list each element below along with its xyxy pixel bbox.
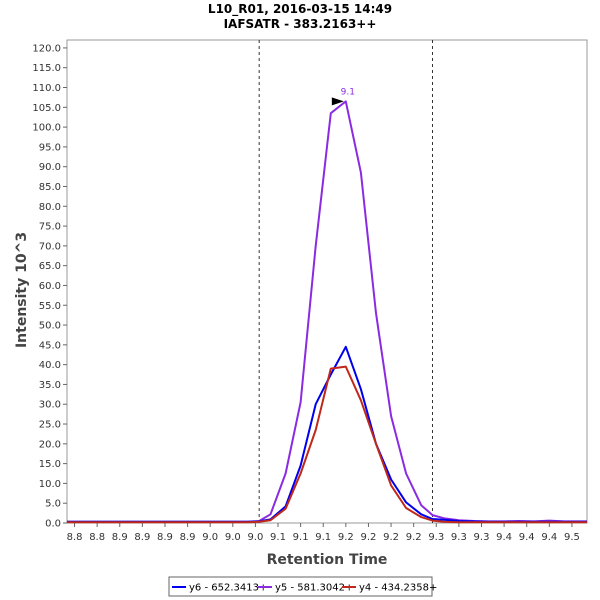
legend-label: y4 - 434.2358+: [359, 583, 437, 594]
peak-label: 9.1: [341, 87, 355, 97]
x-tick-label: 9.0: [225, 532, 241, 543]
y-tick-label: 85.0: [39, 182, 61, 193]
y-tick-label: 90.0: [39, 162, 61, 173]
x-tick-label: 8.8: [67, 532, 83, 543]
x-tick-label: 9.2: [406, 532, 422, 543]
y-tick-label: 65.0: [39, 261, 61, 272]
series-lines: [67, 100, 587, 524]
chart-title: L10_R01, 2016-03-15 14:49: [208, 2, 392, 17]
y-tick-label: 30.0: [39, 400, 61, 411]
plot-area: [66, 39, 588, 524]
x-tick-label: 9.2: [338, 532, 354, 543]
series-line-y4: [67, 365, 587, 524]
y-axis: 0.0 5.0 10.0 15.0 20.0 25.0 30.0 35.0 40.0 45.0 50…: [32, 43, 67, 530]
x-tick-label: 9.3: [474, 532, 490, 543]
y-tick-label: 75.0: [39, 222, 61, 233]
peak-annotation: 9.1: [331, 87, 355, 106]
y-tick-label: 25.0: [39, 420, 61, 431]
y-tick-label: 20.0: [39, 439, 61, 450]
y-tick-label: 100.0: [32, 123, 61, 134]
y-tick-label: 115.0: [32, 63, 61, 74]
x-tick-label: 9.4: [519, 532, 535, 543]
x-tick-label: 9.4: [496, 532, 512, 543]
legend-box: [168, 576, 433, 597]
y-tick-label: 50.0: [39, 321, 61, 332]
peak-marker-icon: [331, 97, 344, 106]
y-tick-label: 10.0: [39, 479, 61, 490]
peak-boundaries: [258, 40, 434, 523]
y-tick-label: 35.0: [39, 380, 61, 391]
x-tick-label: 8.9: [134, 532, 150, 543]
x-tick-label: 9.1: [315, 532, 331, 543]
y-tick-label: 0.0: [45, 519, 61, 530]
y-tick-label: 80.0: [39, 202, 61, 213]
y-tick-label: 95.0: [39, 142, 61, 153]
x-tick-label: 9.4: [541, 532, 557, 543]
y-tick-label: 110.0: [32, 83, 61, 94]
y-tick-label: 5.0: [45, 499, 61, 510]
y-tick-label: 40.0: [39, 360, 61, 371]
y-axis-title: Intensity 10^3: [14, 232, 30, 348]
chart-subtitle: IAFSATR - 383.2163++: [224, 17, 377, 31]
y-tick-label: 120.0: [32, 43, 61, 54]
x-tick-label: 9.1: [270, 532, 286, 543]
x-tick-label: 9.1: [293, 532, 309, 543]
x-axis: 8.8 8.8 8.9 8.9 8.9 8.9 9.0 9.0 9.0 9.1 9.1 9.1 9.2 9…: [67, 523, 580, 543]
x-tick-label: 8.9: [157, 532, 173, 543]
y-tick-label: 105.0: [32, 103, 61, 114]
x-tick-label: 9.3: [451, 532, 467, 543]
x-tick-label: 9.0: [202, 532, 218, 543]
y-tick-label: 70.0: [39, 241, 61, 252]
x-tick-label: 8.9: [112, 532, 128, 543]
x-tick-label: 8.9: [180, 532, 196, 543]
y-tick-label: 15.0: [39, 459, 61, 470]
legend: y6 - 652.3413+ y5 - 581.3042+ y4 - 434.235…: [168, 576, 437, 597]
x-tick-label: 8.8: [89, 532, 105, 543]
x-axis-title: Retention Time: [267, 552, 388, 568]
x-tick-label: 9.2: [360, 532, 376, 543]
y-tick-label: 45.0: [39, 340, 61, 351]
legend-label: y6 - 652.3413+: [189, 583, 267, 594]
legend-label: y5 - 581.3042+: [275, 583, 353, 594]
x-tick-label: 9.2: [383, 532, 399, 543]
y-tick-label: 55.0: [39, 301, 61, 312]
x-tick-label: 9.0: [247, 532, 263, 543]
x-tick-label: 9.5: [564, 532, 580, 543]
x-tick-label: 9.3: [428, 532, 444, 543]
y-tick-label: 60.0: [39, 281, 61, 292]
